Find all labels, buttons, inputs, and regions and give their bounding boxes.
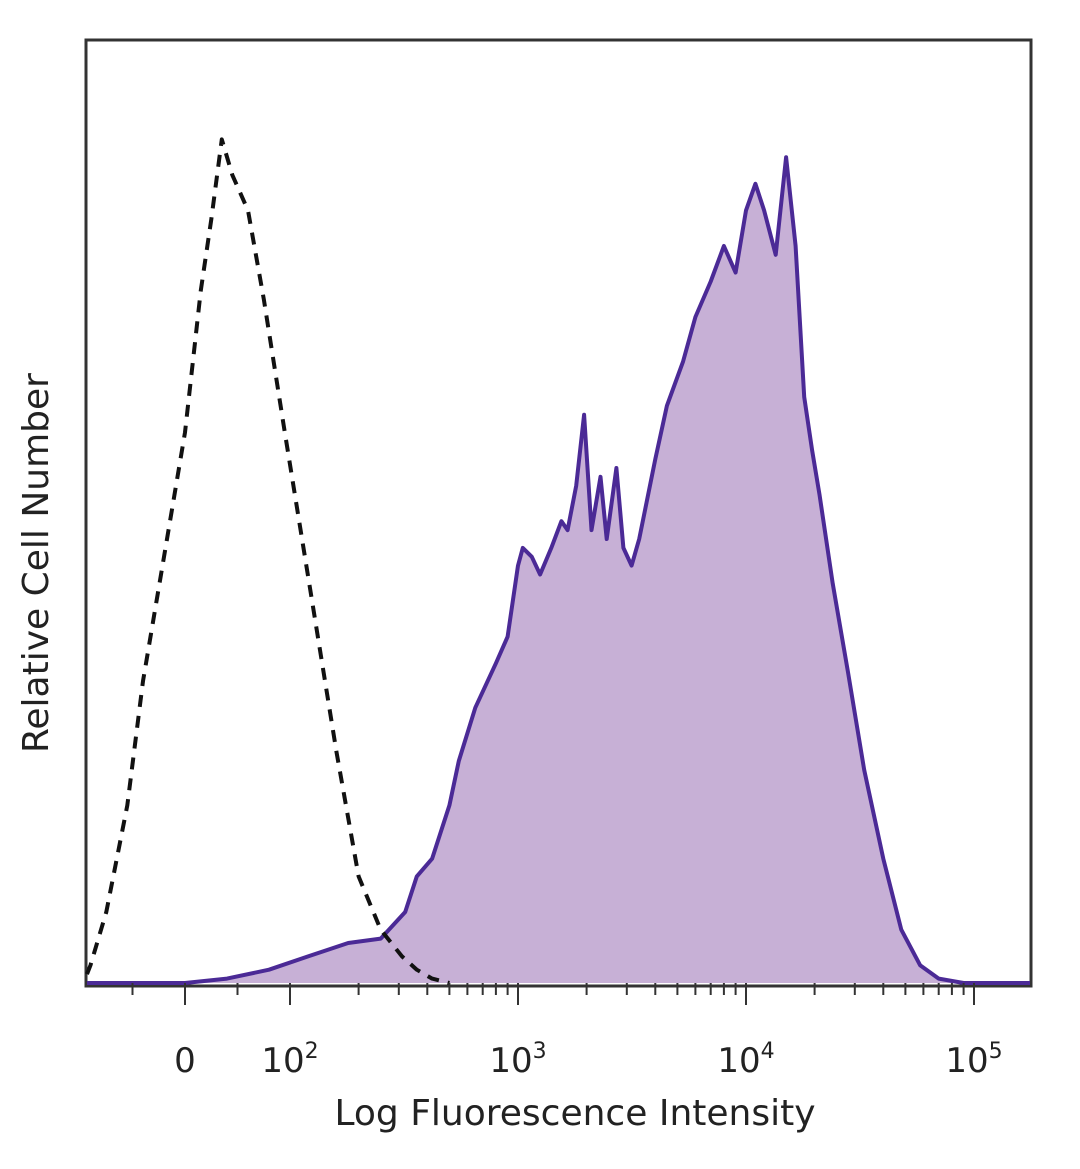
x-axis-ticks bbox=[131, 983, 975, 1005]
y-axis-title: Relative Cell Number bbox=[16, 373, 57, 753]
stained-histogram-area bbox=[87, 157, 1030, 983]
x-axis-title: Log Fluorescence Intensity bbox=[334, 1093, 815, 1134]
control-histogram-dashed-line bbox=[85, 137, 450, 985]
x-tick-label-0: 0 bbox=[174, 1041, 196, 1081]
x-tick-label-2: 103 bbox=[489, 1039, 546, 1081]
x-axis-tick-labels: 0 102 103 104 105 bbox=[174, 1039, 1002, 1081]
x-tick-label-1: 102 bbox=[261, 1039, 318, 1081]
plot-frame bbox=[84, 38, 1033, 988]
x-tick-label-4: 105 bbox=[945, 1039, 1002, 1081]
stained-histogram-line bbox=[87, 155, 1030, 985]
x-tick-label-3: 104 bbox=[717, 1039, 774, 1081]
